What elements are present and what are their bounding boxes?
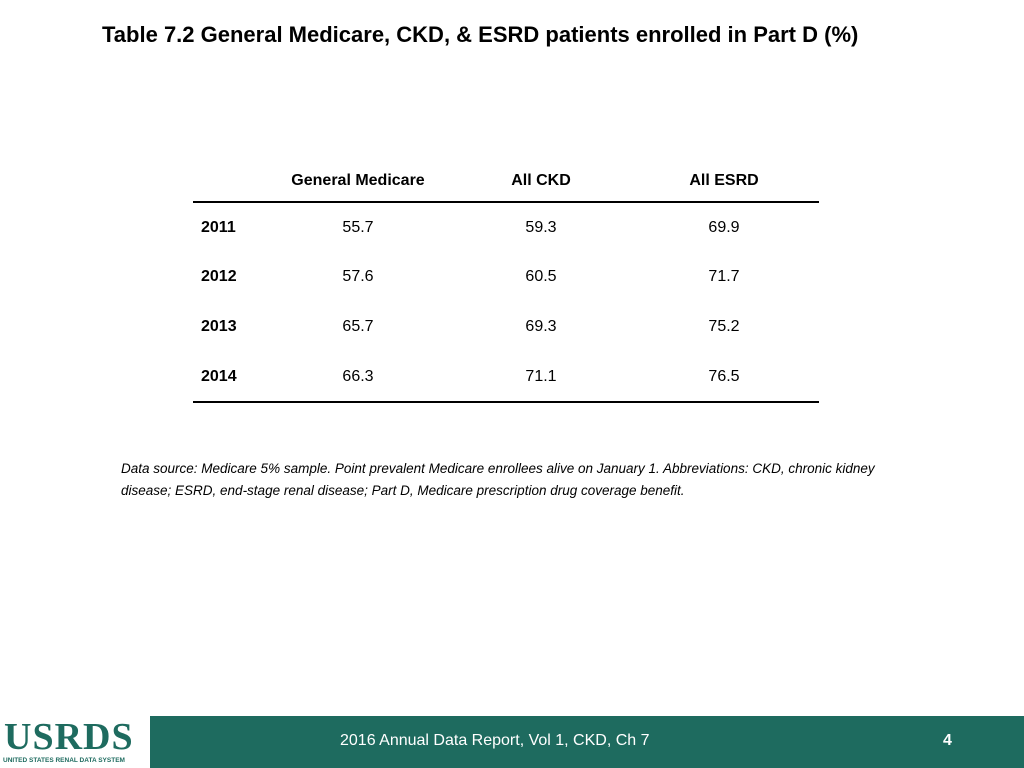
table-row: 2011 55.7 59.3 69.9	[193, 202, 819, 252]
header-general-medicare: General Medicare	[291, 171, 425, 189]
row-year: 2013	[201, 318, 237, 335]
cell-all-esrd: 75.2	[708, 318, 740, 335]
table-row: 2013 65.7 69.3 75.2	[193, 302, 819, 352]
row-year: 2012	[201, 268, 237, 285]
page-number: 4	[943, 732, 952, 749]
cell-all-esrd: 71.7	[708, 268, 740, 285]
logo-subtitle: UNITED STATES RENAL DATA SYSTEM	[3, 757, 125, 764]
cell-general-medicare: 65.7	[342, 318, 374, 335]
logo-wordmark: USRDS	[4, 716, 134, 758]
report-label: 2016 Annual Data Report, Vol 1, CKD, Ch …	[340, 732, 650, 749]
part-d-enrollment-table: General Medicare All CKD All ESRD 2011 5…	[193, 160, 819, 403]
header-all-ckd: All CKD	[511, 171, 571, 189]
cell-all-esrd: 69.9	[708, 218, 740, 236]
cell-all-ckd: 59.3	[525, 218, 557, 236]
row-year: 2014	[201, 367, 237, 385]
cell-general-medicare: 57.6	[342, 268, 374, 285]
cell-all-ckd: 60.5	[525, 268, 557, 285]
cell-general-medicare: 66.3	[342, 367, 374, 385]
cell-all-esrd: 76.5	[708, 367, 740, 385]
cell-all-ckd: 71.1	[525, 367, 557, 385]
cell-general-medicare: 55.7	[342, 218, 374, 236]
table-row: 2012 57.6 60.5 71.7	[193, 252, 819, 302]
row-year: 2011	[201, 218, 236, 236]
table-header-row: General Medicare All CKD All ESRD	[193, 160, 819, 202]
header-year	[193, 160, 263, 202]
cell-all-ckd: 69.3	[525, 318, 557, 335]
table-row: 2014 66.3 71.1 76.5	[193, 352, 819, 402]
usrds-logo: USRDS UNITED STATES RENAL DATA SYSTEM	[0, 716, 150, 768]
data-source-footnote: Data source: Medicare 5% sample. Point p…	[121, 461, 875, 498]
footer-bar: USRDS UNITED STATES RENAL DATA SYSTEM 20…	[0, 716, 1024, 768]
slide-title: Table 7.2 General Medicare, CKD, & ESRD …	[102, 22, 859, 47]
header-all-esrd: All ESRD	[689, 171, 759, 189]
